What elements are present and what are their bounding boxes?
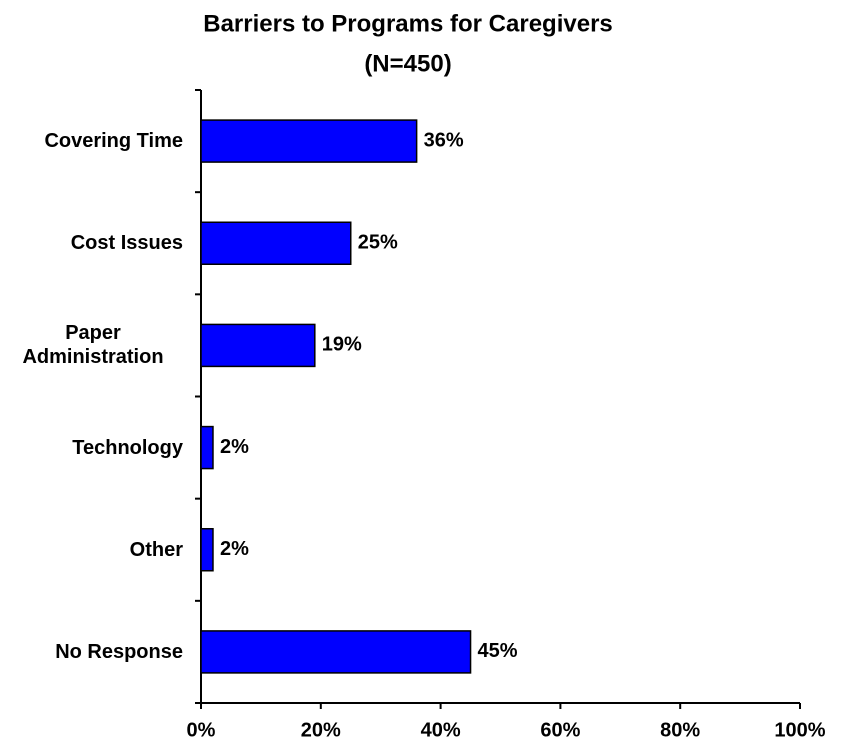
- value-label: 2%: [220, 538, 249, 560]
- bar: [200, 528, 214, 572]
- category-label: Technology: [3, 436, 183, 460]
- category-label: Covering Time: [3, 129, 183, 153]
- bar: [200, 425, 214, 470]
- category-text: Technology: [72, 436, 183, 459]
- category-text: Cost Issues: [70, 232, 183, 255]
- bar: [200, 323, 316, 368]
- value-label: 45%: [478, 640, 518, 662]
- x-tick-label: 40%: [421, 719, 461, 741]
- category-text: Paper Administration: [22, 322, 164, 369]
- category-text: No Response: [55, 640, 183, 663]
- bar: [200, 119, 418, 163]
- x-tick-label: 0%: [187, 719, 216, 741]
- category-text: Covering Time: [44, 130, 183, 153]
- bar: [200, 221, 352, 265]
- x-tick-label: 100%: [774, 719, 825, 741]
- x-tick-label: 20%: [301, 719, 341, 741]
- chart-title: Barriers to Programs for Caregivers: [203, 10, 613, 37]
- value-label: 36%: [424, 129, 464, 151]
- chart-subtitle: (N=450): [364, 50, 451, 77]
- x-tick-label: 60%: [540, 719, 580, 741]
- value-label: 25%: [358, 232, 398, 254]
- category-label: Paper Administration: [3, 321, 183, 369]
- value-label: 19%: [322, 334, 362, 356]
- category-text: Other: [129, 538, 183, 561]
- bar: [200, 630, 472, 674]
- x-tick-label: 80%: [660, 719, 700, 741]
- category-label: Other: [3, 538, 183, 562]
- category-label: No Response: [3, 640, 183, 664]
- value-label: 2%: [220, 436, 249, 458]
- category-label: Cost Issues: [3, 231, 183, 255]
